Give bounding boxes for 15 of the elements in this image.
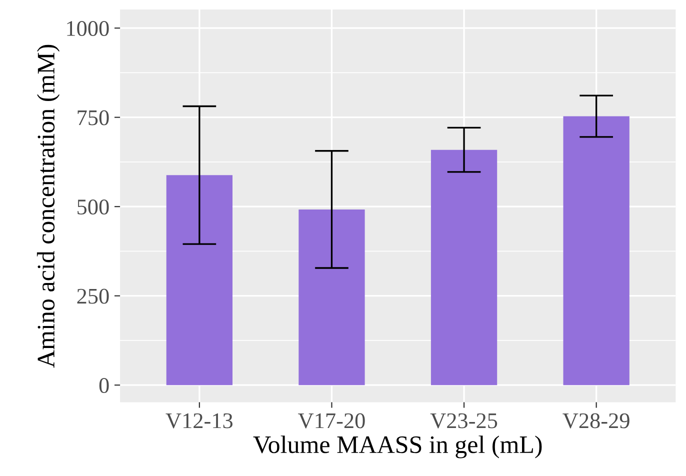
x-tick-label: V23-25 (430, 413, 498, 428)
y-tick-label: 500 (78, 200, 109, 215)
x-tick-label: V12-13 (166, 413, 233, 428)
bar (298, 209, 365, 386)
bar (563, 116, 630, 386)
x-axis-title: Volume MAASS in gel (mL) (253, 436, 542, 458)
y-tick-label: 0 (99, 378, 109, 394)
y-axis-title: Amino acid concentration (mM) (36, 44, 60, 368)
bar (430, 150, 498, 386)
y-tick-label: 1000 (67, 21, 109, 36)
x-tick-label: V17-20 (298, 413, 365, 428)
y-tick-label: 750 (78, 110, 109, 126)
x-tick-label: V28-29 (562, 413, 630, 428)
bar (166, 175, 233, 386)
y-tick-label: 250 (77, 288, 109, 304)
